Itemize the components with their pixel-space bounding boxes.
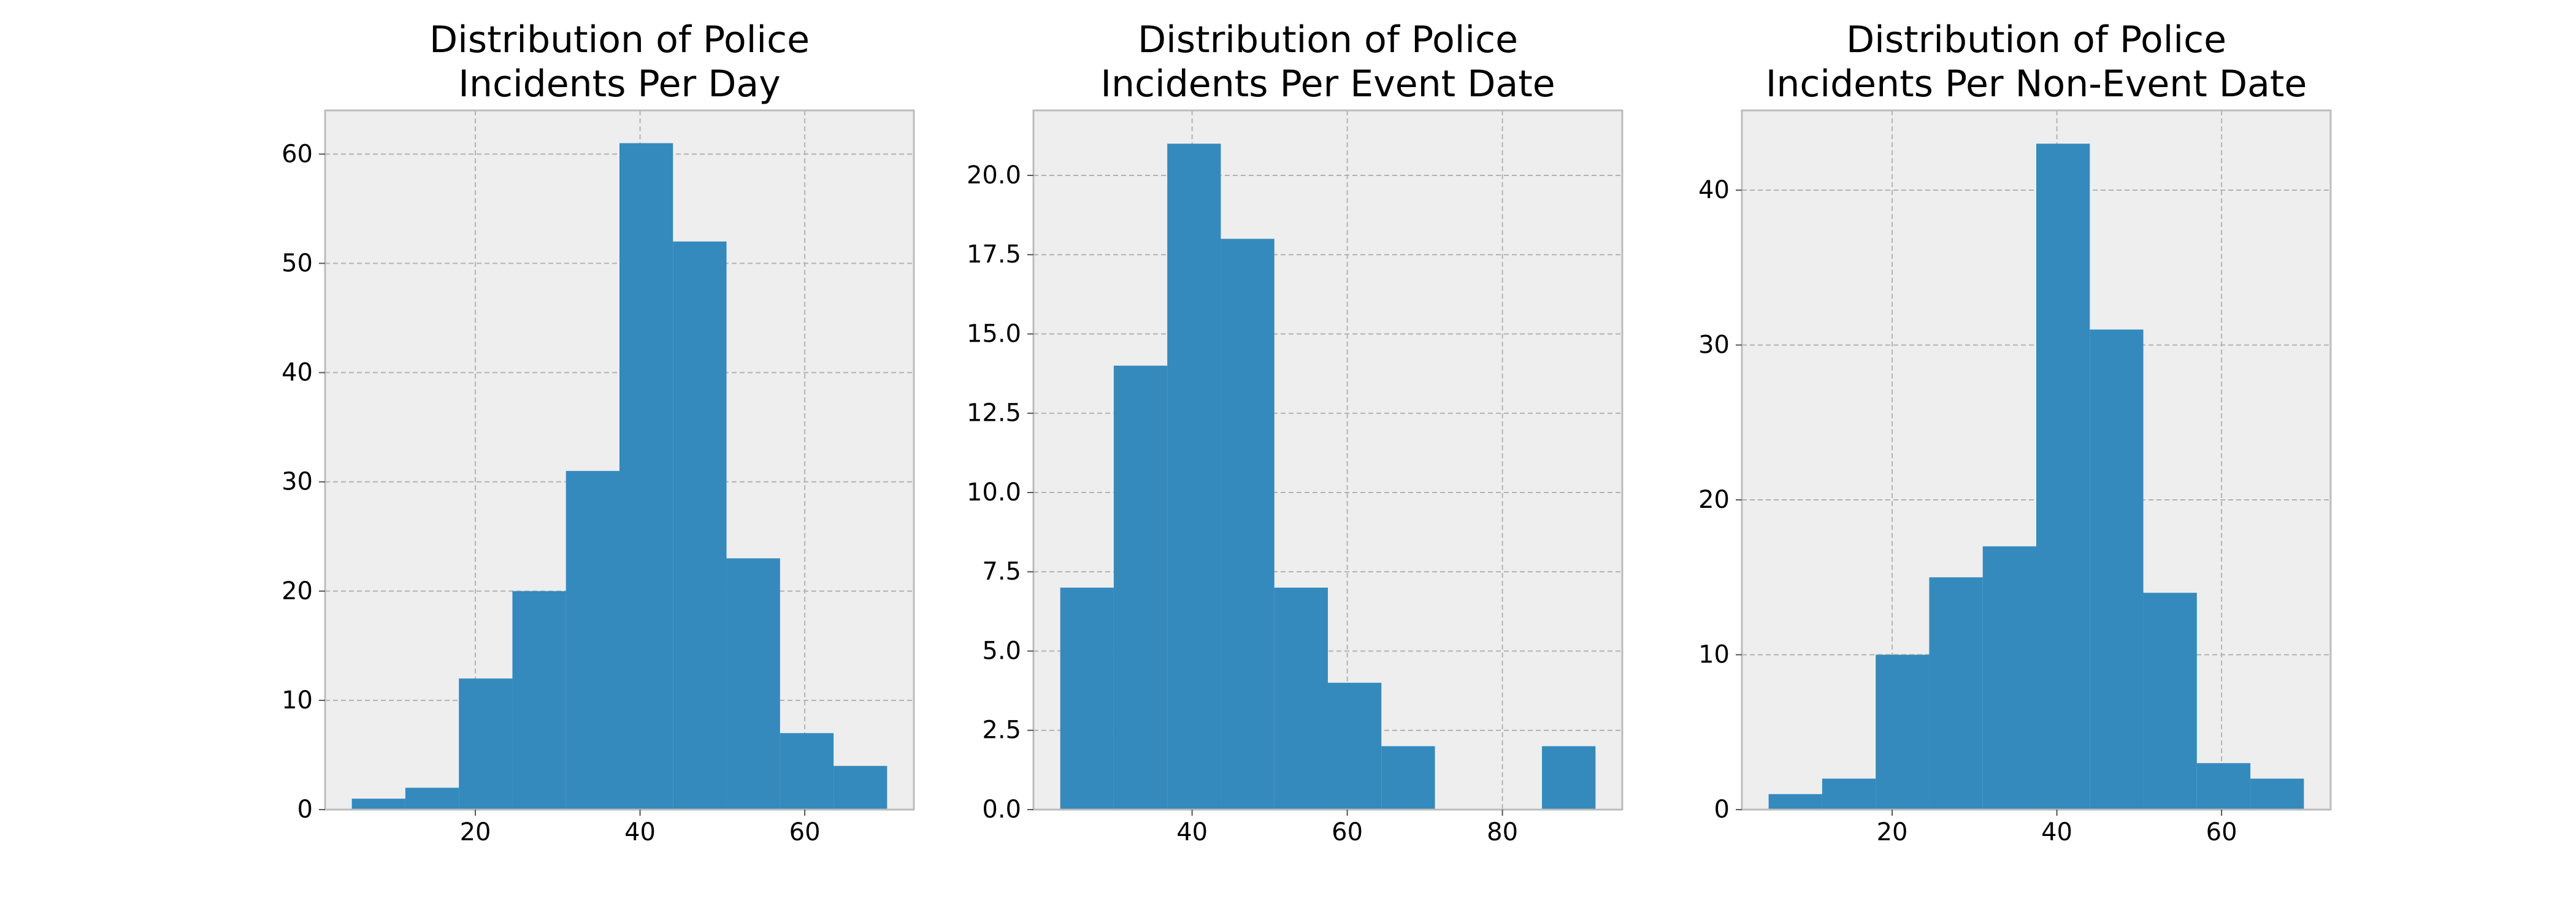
y-tick-label: 10 bbox=[1698, 641, 1730, 669]
y-tick-label: 7.5 bbox=[982, 558, 1021, 586]
y-tick-label: 15.0 bbox=[967, 320, 1021, 348]
histogram-bar bbox=[1113, 366, 1168, 810]
y-tick-label: 20 bbox=[282, 577, 313, 605]
chart-title: Distribution of Police Incidents Per Even… bbox=[1100, 18, 1555, 105]
y-tick-label: 0 bbox=[1714, 795, 1730, 824]
histogram-bar bbox=[1929, 577, 1983, 810]
y-tick-label: 2.5 bbox=[982, 716, 1021, 745]
histogram-bar bbox=[2196, 763, 2251, 810]
chart-title-line: Distribution of Police bbox=[429, 18, 810, 61]
y-tick-label: 50 bbox=[282, 249, 313, 277]
y-tick-label: 17.5 bbox=[967, 240, 1021, 269]
y-tick-label: 40 bbox=[282, 359, 313, 387]
x-tick-label: 80 bbox=[1487, 818, 1518, 846]
x-tick-label: 60 bbox=[1332, 818, 1363, 846]
chart-title-line: Incidents Per Non-Event Date bbox=[1766, 63, 2307, 105]
x-tick-label: 20 bbox=[1877, 818, 1908, 846]
histogram-panel-1: 0 10 20 30 40 50 60 20 40 60 Distribution of Polic… bbox=[282, 18, 915, 846]
histogram-bar bbox=[2250, 778, 2304, 810]
histogram-bar bbox=[512, 591, 566, 810]
x-tick-label: 60 bbox=[2206, 818, 2237, 846]
axes-frame bbox=[324, 109, 915, 811]
y-tick-label: 30 bbox=[1698, 331, 1730, 359]
histogram-bar bbox=[1768, 794, 1822, 810]
histogram-bar bbox=[565, 470, 619, 810]
histogram-bar bbox=[1982, 546, 2036, 810]
x-tick-label: 40 bbox=[2041, 818, 2072, 846]
y-tick-label: 12.5 bbox=[967, 399, 1021, 427]
histogram-bar bbox=[1221, 239, 1275, 810]
histogram-bar bbox=[2143, 592, 2197, 810]
histogram-bar bbox=[1876, 654, 1930, 810]
histogram-bar bbox=[351, 799, 405, 810]
histogram-panel-3: 0 10 20 30 40 20 40 60 Distribution of Police Inc… bbox=[1698, 18, 2332, 846]
histogram-bar bbox=[673, 241, 727, 810]
histogram-bar bbox=[2090, 329, 2144, 810]
histogram-bar bbox=[1167, 144, 1221, 810]
x-tick-label: 60 bbox=[789, 818, 821, 846]
histogram-bar bbox=[834, 765, 887, 810]
chart-title-line: Incidents Per Event Date bbox=[1100, 63, 1555, 105]
y-tick-label: 0 bbox=[297, 795, 313, 824]
histogram-bar bbox=[726, 558, 780, 810]
histogram-bar bbox=[1822, 778, 1876, 810]
y-tick-label: 0.0 bbox=[982, 795, 1021, 824]
histogram-bar bbox=[780, 733, 834, 810]
histogram-bar bbox=[1060, 588, 1114, 810]
histogram-bar bbox=[1542, 746, 1596, 810]
chart-title: Distribution of Police Incidents Per Day bbox=[429, 18, 810, 105]
y-tick-label: 5.0 bbox=[982, 637, 1021, 665]
x-tick-label: 20 bbox=[460, 818, 491, 846]
y-tick-label: 20 bbox=[1698, 486, 1730, 514]
x-tick-label: 40 bbox=[1176, 818, 1208, 846]
histogram-bar bbox=[1274, 588, 1328, 810]
y-tick-label: 60 bbox=[282, 140, 313, 168]
chart-title-line: Distribution of Police bbox=[1846, 18, 2226, 61]
x-tick-label: 40 bbox=[624, 818, 656, 846]
y-tick-label: 10 bbox=[282, 686, 313, 715]
y-tick-label: 20.0 bbox=[967, 161, 1021, 190]
chart-title: Distribution of Police Incidents Per Non-… bbox=[1766, 18, 2307, 105]
y-tick-label: 40 bbox=[1698, 176, 1730, 204]
histogram-bar bbox=[2036, 144, 2090, 810]
chart-title-line: Incidents Per Day bbox=[458, 63, 780, 105]
histogram-bar bbox=[459, 678, 513, 810]
histogram-panels: 0 10 20 30 40 50 60 20 40 60 Distribution of Polic… bbox=[282, 18, 2332, 846]
y-tick-label: 30 bbox=[282, 468, 313, 496]
chart-title-line: Distribution of Police bbox=[1138, 18, 1518, 61]
histogram-bar bbox=[619, 143, 673, 810]
axes-frame bbox=[1741, 109, 2332, 811]
y-tick-label: 10.0 bbox=[967, 478, 1021, 507]
histogram-bar bbox=[1381, 746, 1435, 810]
histogram-panel-2: 0.0 2.5 5.0 7.5 10.0 12.5 15.0 17.5 20.0 40 60 80 Di… bbox=[967, 18, 1623, 846]
axes-frame bbox=[1032, 109, 1623, 811]
histogram-bar bbox=[1328, 683, 1382, 810]
histogram-bar bbox=[405, 788, 459, 810]
